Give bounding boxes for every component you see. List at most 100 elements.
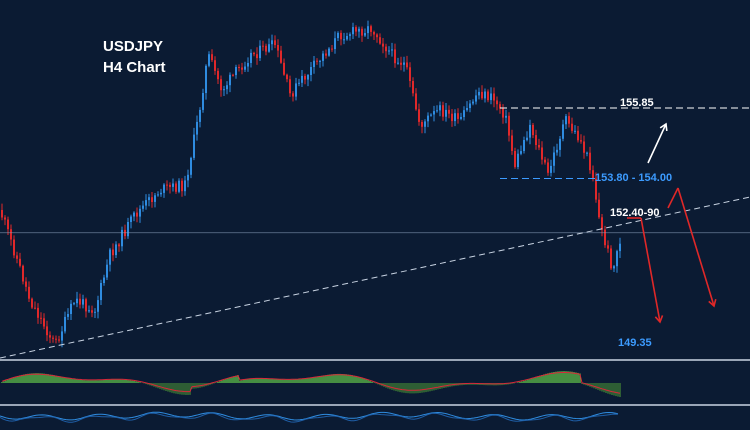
- candle-body-169: [508, 115, 510, 136]
- candle-body-42: [127, 222, 129, 237]
- candle-body-50: [151, 197, 153, 202]
- candle-body-54: [163, 184, 165, 193]
- candle-body-137: [412, 81, 414, 94]
- candle-body-203: [610, 248, 612, 269]
- candle-body-129: [388, 50, 390, 52]
- candle-body-66: [199, 109, 201, 122]
- candle-body-196: [589, 152, 591, 171]
- candle-body-34: [103, 277, 105, 283]
- candle-body-0: [1, 210, 3, 218]
- candle-body-75: [226, 85, 228, 90]
- candle-body-121: [364, 33, 366, 36]
- level-label-155-85: 155.85: [620, 97, 654, 109]
- candle-body-199: [598, 199, 600, 218]
- candle-body-57: [172, 183, 174, 187]
- candle-body-36: [109, 249, 111, 265]
- candle-body-72: [217, 70, 219, 80]
- candle-body-38: [115, 244, 117, 256]
- candle-body-16: [49, 335, 51, 338]
- candle-body-76: [229, 74, 231, 86]
- level-label-149-35: 149.35: [618, 337, 652, 349]
- candle-body-182: [547, 162, 549, 173]
- candle-body-184: [553, 152, 555, 166]
- candle-body-74: [223, 89, 225, 91]
- candle-body-13: [40, 317, 42, 319]
- indicator-panels-group: [0, 359, 750, 423]
- arrow-bearish-a-head: [654, 315, 664, 324]
- candle-body-189: [568, 116, 570, 124]
- candle-body-47: [142, 205, 144, 209]
- candle-body-127: [382, 43, 384, 47]
- candle-body-18: [55, 338, 57, 340]
- candle-body-55: [166, 184, 168, 186]
- candle-body-6: [19, 258, 21, 266]
- candle-body-153: [460, 117, 462, 119]
- candle-body-170: [511, 135, 513, 151]
- candles-group: [1, 20, 621, 348]
- candle-body-1: [4, 217, 6, 220]
- candle-body-138: [415, 93, 417, 110]
- candle-body-91: [274, 40, 276, 46]
- candle-body-2: [7, 219, 9, 230]
- candle-body-155: [466, 108, 468, 111]
- candle-body-24: [73, 303, 75, 305]
- candle-body-187: [562, 124, 564, 139]
- candle-body-163: [490, 93, 492, 101]
- candle-body-28: [85, 299, 87, 312]
- candle-body-123: [370, 26, 372, 32]
- candle-body-181: [544, 159, 546, 163]
- candle-body-10: [31, 298, 33, 308]
- candle-body-147: [442, 105, 444, 117]
- candle-body-40: [121, 229, 123, 247]
- candle-body-178: [535, 135, 537, 145]
- candle-body-158: [475, 95, 477, 102]
- candle-body-96: [289, 79, 291, 94]
- candle-body-200: [601, 217, 603, 230]
- candle-body-108: [325, 53, 327, 56]
- candle-body-107: [322, 53, 324, 61]
- candle-body-119: [358, 28, 360, 32]
- candle-body-58: [175, 183, 177, 192]
- candle-body-39: [118, 244, 120, 247]
- candle-body-46: [139, 208, 141, 217]
- candle-body-128: [385, 46, 387, 52]
- candle-body-148: [445, 109, 447, 117]
- chart-title-symbol: USDJPY: [103, 38, 164, 55]
- candle-body-100: [301, 75, 303, 83]
- candle-body-27: [82, 299, 84, 305]
- candle-body-192: [577, 130, 579, 141]
- candle-body-52: [157, 194, 159, 196]
- candle-body-29: [88, 310, 90, 312]
- candle-body-79: [238, 67, 240, 68]
- candle-body-56: [169, 184, 171, 187]
- candle-body-142: [427, 115, 429, 122]
- candle-body-31: [94, 311, 96, 313]
- candle-body-12: [37, 307, 39, 318]
- candle-body-4: [13, 239, 15, 256]
- candle-body-71: [214, 60, 216, 71]
- candle-body-150: [451, 113, 453, 122]
- candle-body-33: [100, 283, 102, 301]
- candle-body-106: [319, 60, 321, 62]
- candle-body-88: [265, 45, 267, 52]
- arrow-bullish-155-85-shaft: [647, 123, 667, 164]
- candle-body-197: [592, 170, 594, 179]
- candle-body-160: [481, 91, 483, 99]
- candle-body-61: [184, 180, 186, 192]
- candle-body-8: [25, 281, 27, 287]
- candle-body-77: [232, 74, 234, 76]
- candle-body-62: [187, 174, 189, 181]
- candle-body-65: [196, 121, 198, 135]
- candle-body-117: [352, 27, 354, 35]
- candle-body-23: [70, 303, 72, 314]
- candle-body-32: [97, 300, 99, 312]
- candle-body-35: [106, 264, 108, 278]
- candle-body-194: [583, 141, 585, 153]
- candle-body-139: [418, 109, 420, 122]
- candle-body-174: [523, 140, 525, 151]
- candle-body-124: [373, 32, 375, 35]
- candle-body-87: [262, 45, 264, 47]
- candle-body-86: [259, 45, 261, 59]
- arrow-bearish-a-shaft: [640, 217, 661, 323]
- candle-body-45: [136, 212, 138, 217]
